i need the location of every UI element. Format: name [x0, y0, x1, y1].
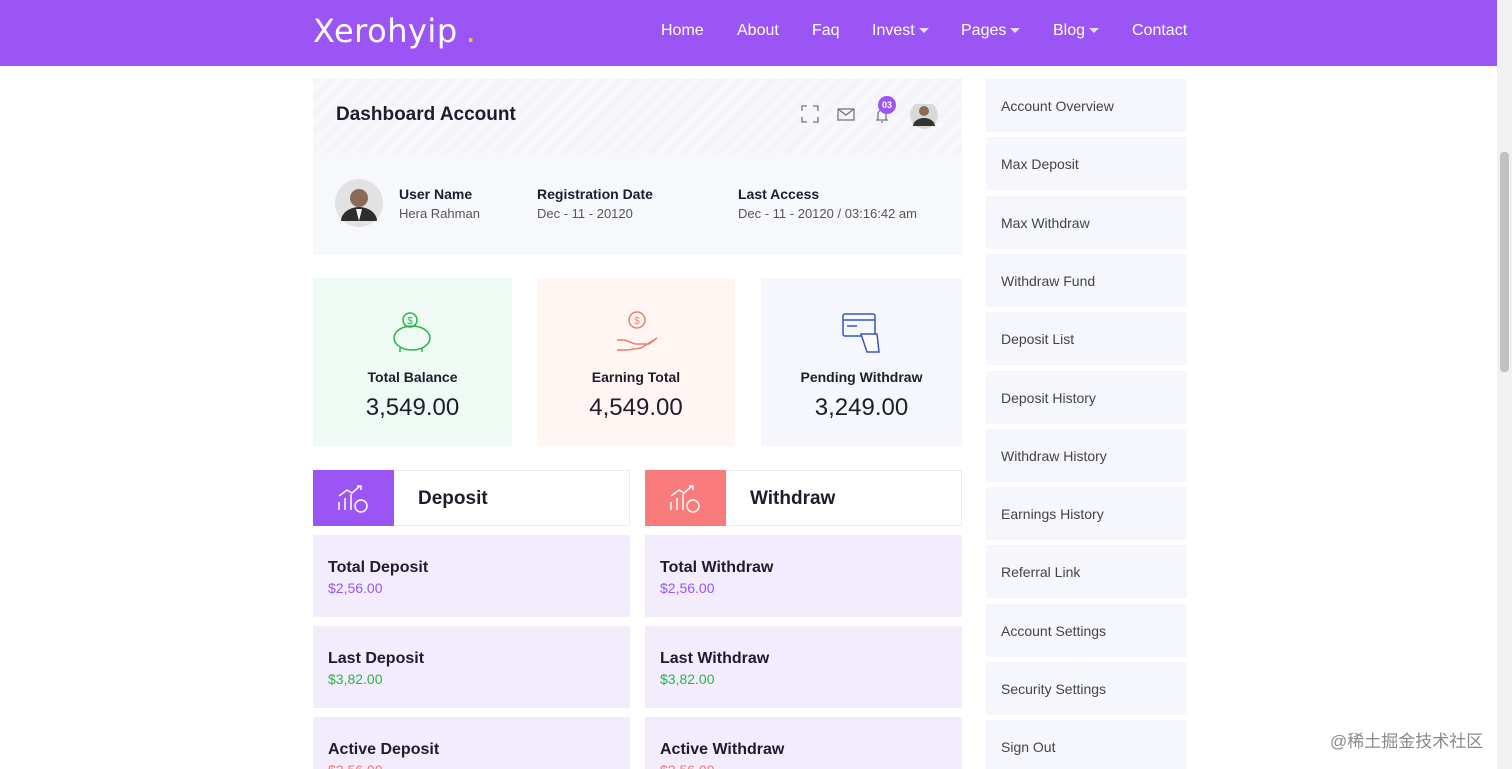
stat-value: 4,549.00	[589, 394, 683, 421]
nav-item[interactable]: Pages	[961, 22, 1021, 40]
summary-item: Last Deposit $3,82.00	[313, 626, 630, 708]
dashboard-title: Dashboard Account	[336, 104, 516, 125]
sidebar-label: Max Withdraw	[1001, 214, 1090, 231]
sidebar-label: Deposit List	[1001, 331, 1075, 348]
summary-value: $2,56.00	[328, 762, 383, 769]
nav-label: Contact	[1132, 22, 1188, 39]
nav-label: Invest	[872, 22, 915, 39]
sidebar-label: Max Deposit	[1001, 156, 1079, 173]
sidebar-item[interactable]: Earnings History	[986, 487, 1187, 541]
user-field-value: Dec - 11 - 20120 / 03:16:42 am	[738, 206, 917, 221]
dropdown-caret	[918, 28, 929, 34]
summary-item: Total Withdraw $2,56.00	[645, 535, 962, 617]
sidebar-item[interactable]: Deposit History	[986, 370, 1187, 424]
summary-label: Total Withdraw	[660, 559, 774, 576]
sidebar-item[interactable]: Referral Link	[986, 545, 1187, 599]
nav-label: Home	[661, 22, 704, 39]
user-field-value: Hera Rahman	[399, 206, 480, 221]
nav-item[interactable]: Faq	[812, 22, 840, 40]
summary-value: $2,56.00	[328, 580, 383, 596]
stat-icon	[841, 313, 880, 353]
nav-item[interactable]: Home	[661, 22, 704, 40]
sidebar-label: Account Overview	[1001, 98, 1114, 114]
sidebar-item[interactable]: Withdraw History	[986, 428, 1187, 482]
stat-icon: $	[392, 312, 431, 352]
summary-item: Active Deposit $2,56.00	[313, 717, 630, 769]
fullscreen-icon[interactable]	[801, 105, 819, 123]
summary-label: Active Deposit	[328, 741, 440, 758]
summary-value: $2,56.00	[660, 580, 715, 596]
sidebar-item[interactable]: Deposit List	[986, 312, 1187, 366]
panel-header: Withdraw	[645, 470, 962, 526]
dropdown-caret	[1089, 28, 1100, 34]
summary-value: $3,82.00	[328, 671, 383, 687]
sidebar-item[interactable]: Withdraw Fund	[986, 253, 1187, 307]
summary-value: $2,56.00	[660, 762, 715, 769]
summary-item: Active Withdraw $2,56.00	[645, 717, 962, 769]
nav-item[interactable]: Invest	[872, 22, 929, 40]
panel-title: Deposit	[418, 488, 488, 509]
notification-badge: 03	[878, 96, 896, 114]
panel-title: Withdraw	[750, 488, 836, 509]
summary-label: Last Withdraw	[660, 650, 770, 667]
stat-card: $ Total Balance 3,549.00	[313, 278, 512, 446]
sidebar-item[interactable]: Max Deposit	[986, 137, 1187, 191]
summary-item: Last Withdraw $3,82.00	[645, 626, 962, 708]
stat-label: Pending Withdraw	[800, 369, 923, 385]
stat-icon: $	[617, 311, 658, 351]
brand[interactable]: Xerohyip.	[313, 12, 476, 50]
user-field-label: Last Access	[738, 186, 820, 202]
svg-text:$: $	[407, 316, 413, 327]
sidebar-label: Account Settings	[1001, 622, 1107, 639]
summary-item: Total Deposit $2,56.00	[313, 535, 630, 617]
user-field-label: User Name	[399, 186, 473, 202]
user-field-value: Dec - 11 - 20120	[537, 206, 633, 221]
panel-header: Deposit	[313, 470, 630, 526]
sidebar-item[interactable]: Security Settings	[986, 662, 1187, 715]
sidebar-item[interactable]: Account Settings	[986, 603, 1187, 657]
scrollbar-thumb[interactable]	[1500, 152, 1509, 372]
sidebar-label: Withdraw History	[1001, 447, 1107, 464]
summary-value: $3,82.00	[660, 671, 715, 687]
stat-value: 3,549.00	[365, 394, 460, 421]
sidebar-label: Withdraw Fund	[1001, 272, 1096, 289]
brand-name: Xerohyip	[313, 12, 458, 50]
nav-item[interactable]: About	[737, 22, 779, 40]
mail-icon[interactable]	[837, 108, 855, 121]
dropdown-caret	[1010, 28, 1021, 34]
brand-dot: .	[465, 12, 477, 50]
nav-label: Blog	[1053, 22, 1086, 39]
panel-icon	[313, 470, 394, 526]
nav-item[interactable]: Contact	[1132, 22, 1187, 40]
summary-label: Active Withdraw	[660, 741, 785, 758]
user-avatar	[335, 179, 383, 227]
stat-value: 3,249.00	[814, 394, 909, 421]
user-field-label: Registration Date	[537, 186, 653, 202]
nav-label: Pages	[961, 22, 1007, 39]
nav-item[interactable]: Blog	[1053, 22, 1100, 40]
stat-card: Pending Withdraw 3,249.00	[761, 278, 962, 446]
panel-icon	[645, 470, 726, 526]
sidebar-label: Referral Link	[1001, 564, 1081, 581]
nav-label: Faq	[812, 22, 840, 39]
stat-label: Earning Total	[591, 369, 681, 385]
sidebar-item[interactable]: Max Withdraw	[986, 195, 1187, 249]
sidebar-label: Sign Out	[1001, 739, 1056, 756]
scrollbar	[1497, 0, 1512, 769]
nav-label: About	[737, 22, 779, 39]
watermark: @稀土掘金技术社区	[1330, 732, 1484, 751]
summary-label: Total Deposit	[328, 559, 429, 576]
svg-text:$: $	[634, 316, 640, 327]
stat-label: Total Balance	[367, 369, 458, 385]
stat-card: $ Earning Total 4,549.00	[537, 278, 735, 446]
sidebar-item[interactable]: Sign Out	[986, 720, 1187, 769]
sidebar-label: Security Settings	[1001, 681, 1107, 697]
summary-label: Last Deposit	[328, 650, 425, 667]
sidebar-label: Deposit History	[1001, 389, 1096, 406]
navbar	[0, 0, 1497, 66]
header-icons	[801, 104, 938, 129]
sidebar-item[interactable]: Account Overview	[986, 79, 1187, 132]
sidebar-label: Earnings History	[1001, 506, 1104, 523]
